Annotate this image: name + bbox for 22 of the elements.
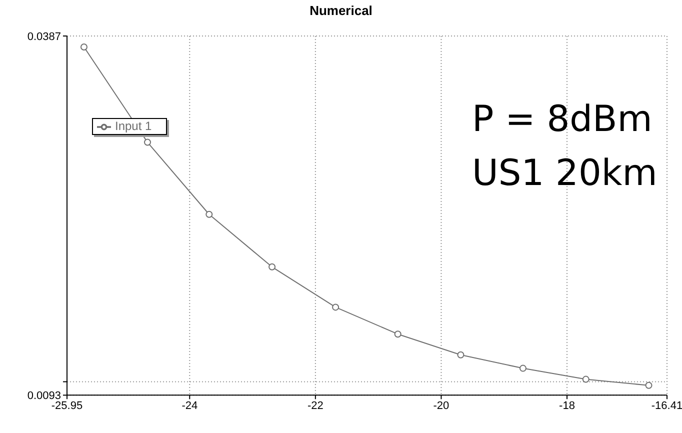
point: [206, 210, 213, 218]
chart-title: Numerical: [308, 3, 374, 18]
x-tick-label: -25.95: [51, 400, 83, 412]
y-tick-label: 0.0093: [27, 390, 61, 402]
point: [457, 351, 464, 358]
point: [144, 138, 152, 146]
point: [80, 43, 88, 50]
x-tick-label: -22: [307, 400, 324, 412]
point: [332, 304, 340, 311]
annotation: P = 8dBm: [472, 98, 652, 142]
x-tick-label: -24: [182, 400, 198, 412]
x-tick-label: -16.41: [651, 400, 682, 412]
point: [268, 263, 276, 270]
x-tick-label: -18: [559, 400, 575, 412]
annotation: US1 20km: [472, 152, 658, 196]
point: [519, 364, 526, 372]
legend-label: Input 1: [115, 119, 152, 133]
point: [582, 376, 590, 383]
y-tick-label: 0.0387: [27, 30, 61, 43]
point: [394, 330, 402, 338]
x-tick-label: -20: [433, 400, 450, 412]
point: [645, 382, 652, 389]
